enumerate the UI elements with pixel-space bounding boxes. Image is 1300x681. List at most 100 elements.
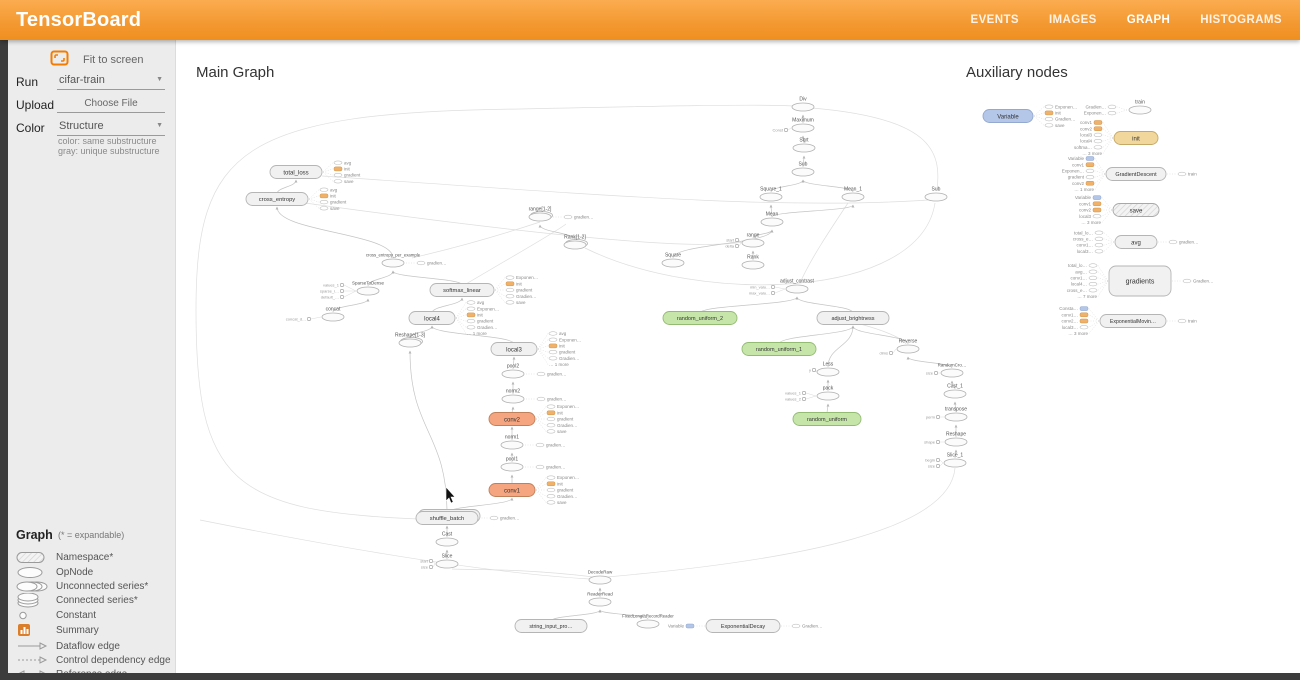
left-scroll-strip[interactable] — [0, 40, 8, 673]
svg-text:GradientDescent: GradientDescent — [1115, 172, 1157, 178]
svg-text:ExponentialMovin…: ExponentialMovin… — [1110, 319, 1156, 325]
constant-dot[interactable] — [307, 317, 310, 320]
graph-node-ru2[interactable]: random_uniform_2 — [663, 312, 737, 325]
constant-dot[interactable] — [771, 291, 774, 294]
constant-dot[interactable] — [802, 391, 805, 394]
graph-node-adjust_brightness[interactable]: adjust_brightness — [817, 312, 889, 325]
graph-node-reader_read[interactable]: ReaderRead — [587, 592, 613, 607]
graph-node-concat[interactable]: concatconcat_d… — [286, 307, 344, 322]
graph-node-sparse_to_dense[interactable]: SparseToDensevalues_1sparse_i…default_… — [320, 281, 385, 300]
constant-dot[interactable] — [340, 289, 343, 292]
graph-node-square[interactable]: Square — [662, 253, 684, 268]
nav-histograms[interactable]: HISTOGRAMS — [1200, 14, 1282, 26]
run-select[interactable]: cifar-train▼ — [57, 72, 165, 90]
svg-text:avg…: avg… — [1075, 269, 1087, 274]
graph-node-sqrt[interactable]: Sqrt — [793, 138, 815, 153]
constant-dot[interactable] — [340, 283, 343, 286]
graph-node-div[interactable]: Div — [792, 97, 814, 112]
graph-node-cast_1[interactable]: Cast_1 — [944, 384, 966, 399]
svg-text:Gradien…: Gradien… — [557, 423, 578, 428]
unconnected-series-icon — [16, 580, 56, 593]
constant-dot[interactable] — [340, 295, 343, 298]
constant-dot[interactable] — [784, 128, 787, 131]
constant-dot[interactable] — [936, 415, 939, 418]
graph-node-sub_r[interactable]: Sub — [925, 187, 947, 202]
graph-node-norm1[interactable]: norm1gradien… — [501, 435, 566, 450]
svg-text:FixedLengthRecordReader: FixedLengthRecordReader — [622, 614, 674, 619]
svg-text:RandomCro…: RandomCro… — [938, 363, 967, 368]
constant-dot[interactable] — [735, 238, 738, 241]
nav-graph[interactable]: GRAPH — [1127, 14, 1171, 26]
graph-node-square_1[interactable]: Square_1 — [760, 187, 782, 202]
graph-node-train[interactable]: trainGradien…Exponen… — [1084, 100, 1151, 116]
graph-node-fixed_length[interactable]: FixedLengthRecordReader — [622, 614, 674, 629]
color-select[interactable]: Structure▼ — [57, 118, 165, 136]
svg-text:conv1: conv1 — [1072, 162, 1085, 167]
svg-text:save: save — [557, 500, 567, 505]
svg-text:values_1: values_1 — [323, 283, 340, 288]
svg-text:save: save — [1055, 123, 1065, 128]
svg-text:random_uniform_1: random_uniform_1 — [756, 347, 802, 353]
nav-events[interactable]: EVENTS — [971, 14, 1019, 26]
graph-node-ru1[interactable]: random_uniform_1 — [742, 343, 816, 356]
constant-dot[interactable] — [936, 440, 939, 443]
constant-dot[interactable] — [934, 371, 937, 374]
constant-dot[interactable] — [889, 351, 892, 354]
graph-node-rank_s[interactable]: Rank[1-2] — [564, 235, 588, 250]
constant-dot[interactable] — [802, 397, 805, 400]
graph-node-random_crop[interactable]: RandomCro…size — [926, 363, 967, 378]
graph-node-rank[interactable]: Rank — [742, 255, 764, 270]
graph-node-range_s[interactable]: range[1-2]gradien… — [529, 207, 594, 222]
constant-dot[interactable] — [735, 244, 738, 247]
graph-node-random_uniform[interactable]: random_uniform — [793, 413, 861, 426]
graph-edge — [772, 205, 853, 217]
summary-icon — [16, 623, 56, 637]
constant-dot[interactable] — [429, 565, 432, 568]
graph-node-reshape_s[interactable]: Reshape[1-3] — [395, 333, 426, 348]
constant-dot[interactable] — [812, 368, 815, 371]
nav-images[interactable]: IMAGES — [1049, 14, 1097, 26]
graph-node-cast[interactable]: Cast — [436, 532, 458, 547]
graph-node-cepe[interactable]: cross_entropy_per_examplegradien… — [366, 253, 447, 268]
constant-dot[interactable] — [936, 458, 939, 461]
constant-dot[interactable] — [936, 464, 939, 467]
graph-node-pool1[interactable]: pool1gradien… — [501, 457, 566, 472]
svg-text:gradient: gradient — [557, 488, 574, 493]
graph-node-exp_moving[interactable]: ExponentialMovin…trainConsta…conv1…conv2… — [1059, 306, 1197, 336]
constant-dot[interactable] — [771, 285, 774, 288]
graph-node-norm2[interactable]: norm2gradien… — [502, 389, 567, 404]
choose-file-button[interactable]: Choose File — [57, 96, 165, 113]
svg-text:Exponen…: Exponen… — [1084, 111, 1106, 116]
fit-to-screen-button[interactable]: Fit to screen — [50, 50, 144, 69]
constant-dot[interactable] — [429, 559, 432, 562]
graph-node-string_input[interactable]: string_input_pro… — [515, 620, 587, 633]
graph-node-mean_1[interactable]: Mean_1 — [842, 187, 864, 202]
graph-node-adjust_contrast[interactable]: adjust_contrastmin_valu…max_valu… — [749, 279, 815, 296]
graph-node-mean[interactable]: Mean — [761, 212, 783, 227]
graph-node-sub_c[interactable]: Sub — [792, 162, 814, 177]
